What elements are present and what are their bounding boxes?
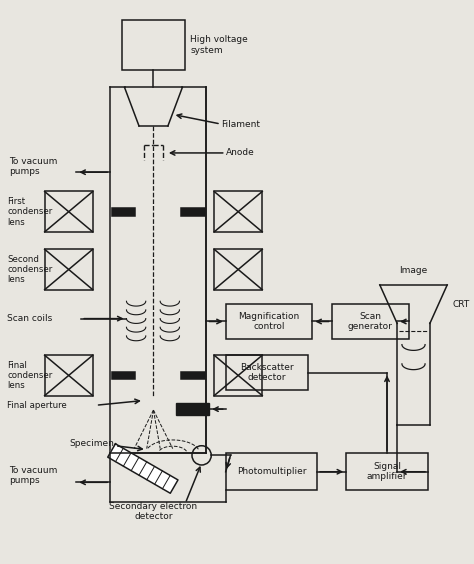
Bar (214, 249, 262, 290)
Text: Anode: Anode (226, 148, 255, 157)
Bar (122, 20, 185, 70)
Text: Filament: Filament (221, 120, 260, 129)
Bar (226, 453, 317, 490)
Text: To vacuum
pumps: To vacuum pumps (9, 466, 57, 485)
Bar (214, 191, 262, 232)
Text: Final
condenser
lens: Final condenser lens (7, 360, 52, 390)
Bar (45, 249, 93, 290)
Bar (226, 355, 308, 390)
Text: Secondary electron
detector: Secondary electron detector (109, 501, 198, 521)
Bar (182, 208, 204, 215)
Text: CRT: CRT (452, 299, 469, 309)
Bar (182, 372, 204, 379)
Text: Photomultiplier: Photomultiplier (237, 467, 306, 476)
Text: Second
condenser
lens: Second condenser lens (7, 254, 52, 284)
Bar (112, 208, 135, 215)
Text: Final aperture: Final aperture (7, 401, 67, 410)
Bar (226, 304, 312, 339)
Text: Signal
amplifier: Signal amplifier (367, 462, 407, 482)
Bar (332, 304, 409, 339)
Polygon shape (108, 444, 178, 494)
Text: First
condenser
lens: First condenser lens (7, 197, 52, 227)
Bar (346, 453, 428, 490)
Bar (175, 403, 210, 415)
Text: High voltage
system: High voltage system (190, 36, 248, 55)
Text: Scan
generator: Scan generator (348, 312, 392, 331)
Bar (45, 191, 93, 232)
Text: Scan coils: Scan coils (7, 314, 52, 323)
Text: Image: Image (400, 266, 428, 275)
Text: Magnification
control: Magnification control (238, 312, 300, 331)
Bar (214, 355, 262, 396)
Text: Backscatter
detector: Backscatter detector (240, 363, 293, 382)
Text: Specimen: Specimen (70, 439, 115, 448)
Bar (45, 355, 93, 396)
Bar (112, 372, 135, 379)
Text: To vacuum
pumps: To vacuum pumps (9, 157, 57, 176)
